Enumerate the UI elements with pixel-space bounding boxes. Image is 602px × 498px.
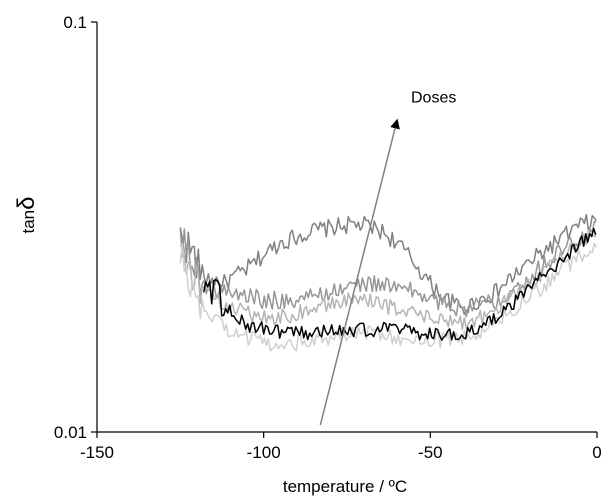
axes — [96, 22, 597, 433]
ticks: -150 -100 -50 0 0.01 0.1 — [54, 13, 602, 462]
series-line — [179, 229, 597, 331]
x-tick-label: -50 — [418, 443, 443, 462]
x-tick-label: -100 — [247, 443, 281, 462]
y-tick-label: 0.1 — [63, 13, 87, 32]
doses-arrow — [319, 118, 400, 426]
y-axis-title-prefix: tan — [19, 210, 38, 234]
x-tick-label: -150 — [80, 443, 114, 462]
y-tick-label: 0.01 — [54, 423, 87, 442]
y-axis-title: tanδ — [13, 197, 40, 234]
y-axis-title-symbol: δ — [13, 197, 40, 210]
series-line — [179, 242, 597, 352]
series-line — [179, 213, 597, 316]
x-tick-label: 0 — [592, 443, 601, 462]
annotation: Doses — [319, 90, 456, 426]
doses-label: Doses — [411, 90, 456, 107]
series-line — [202, 227, 597, 341]
x-axis-title: temperature / ºC — [283, 477, 407, 496]
series-line — [179, 220, 597, 318]
series-layer — [179, 213, 597, 352]
